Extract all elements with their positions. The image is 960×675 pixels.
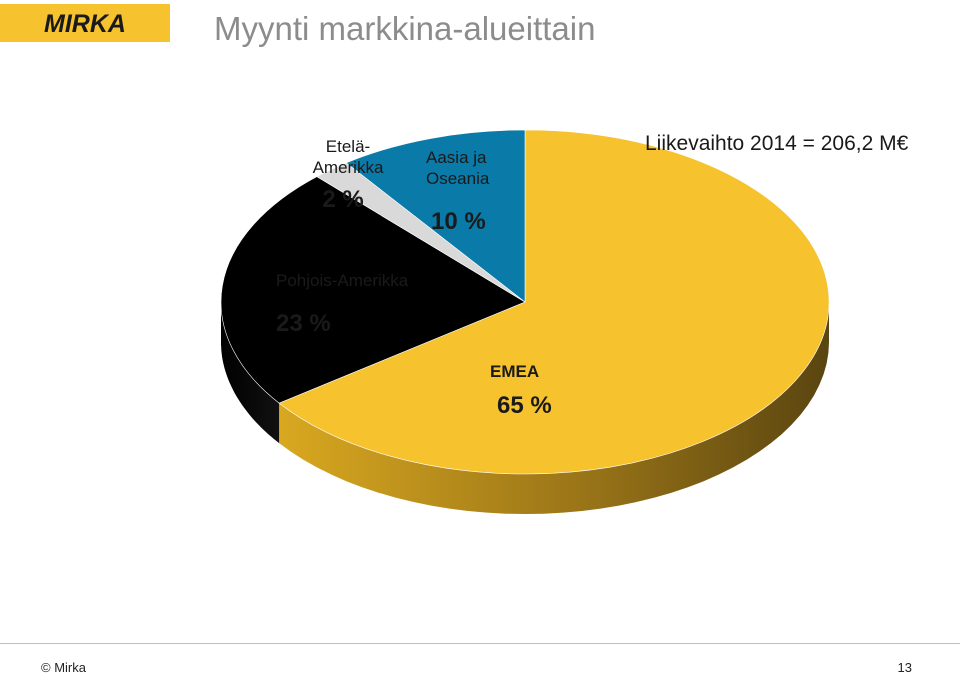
page-title: Myynti markkina-alueittain: [214, 10, 596, 47]
slice-label-pohjois-amerikka: Pohjois-Amerikka: [276, 271, 409, 290]
pie-slice-aasia-ja-oseania: [345, 129, 526, 303]
mirka-logo: MIRKA: [0, 4, 170, 42]
pie-side-emea: [279, 302, 830, 514]
pie-side-pohjois-amerikka: [221, 302, 280, 444]
slice-value-etel-amerikka: 2 %: [322, 186, 363, 213]
slice-value-emea: 65 %: [497, 392, 552, 419]
slice-value-pohjois-amerikka: 23 %: [276, 310, 331, 337]
page-number: 13: [897, 660, 912, 675]
slice-label-etel-amerikka: Etelä-Amerikka: [313, 137, 384, 177]
slice-value-aasia-ja-oseania: 10 %: [431, 208, 486, 235]
chart-annotation: Liikevaihto 2014 = 206,2 M€: [645, 132, 909, 155]
slice-label-emea: EMEA: [490, 362, 539, 381]
logo-text: MIRKA: [44, 10, 126, 36]
sales-pie-chart: EMEA 65 % Pohjois-Amerikka 23 % Etelä-Amerik…: [220, 129, 909, 514]
pie-slice-emea: [278, 129, 830, 475]
pie-labels: EMEA 65 % Pohjois-Amerikka 23 % Etelä-Amerik…: [276, 137, 552, 419]
pie-slice-pohjois-amerikka: [220, 176, 526, 404]
pie-sides: [221, 302, 830, 514]
mirka-logo-mark: MIRKA: [44, 10, 126, 36]
footer-copyright: © Mirka: [41, 660, 86, 675]
footer-divider: [0, 643, 960, 644]
pie-tops: [220, 129, 830, 475]
slice-label-aasia-ja-oseania: Aasia ja Oseania: [426, 148, 490, 188]
